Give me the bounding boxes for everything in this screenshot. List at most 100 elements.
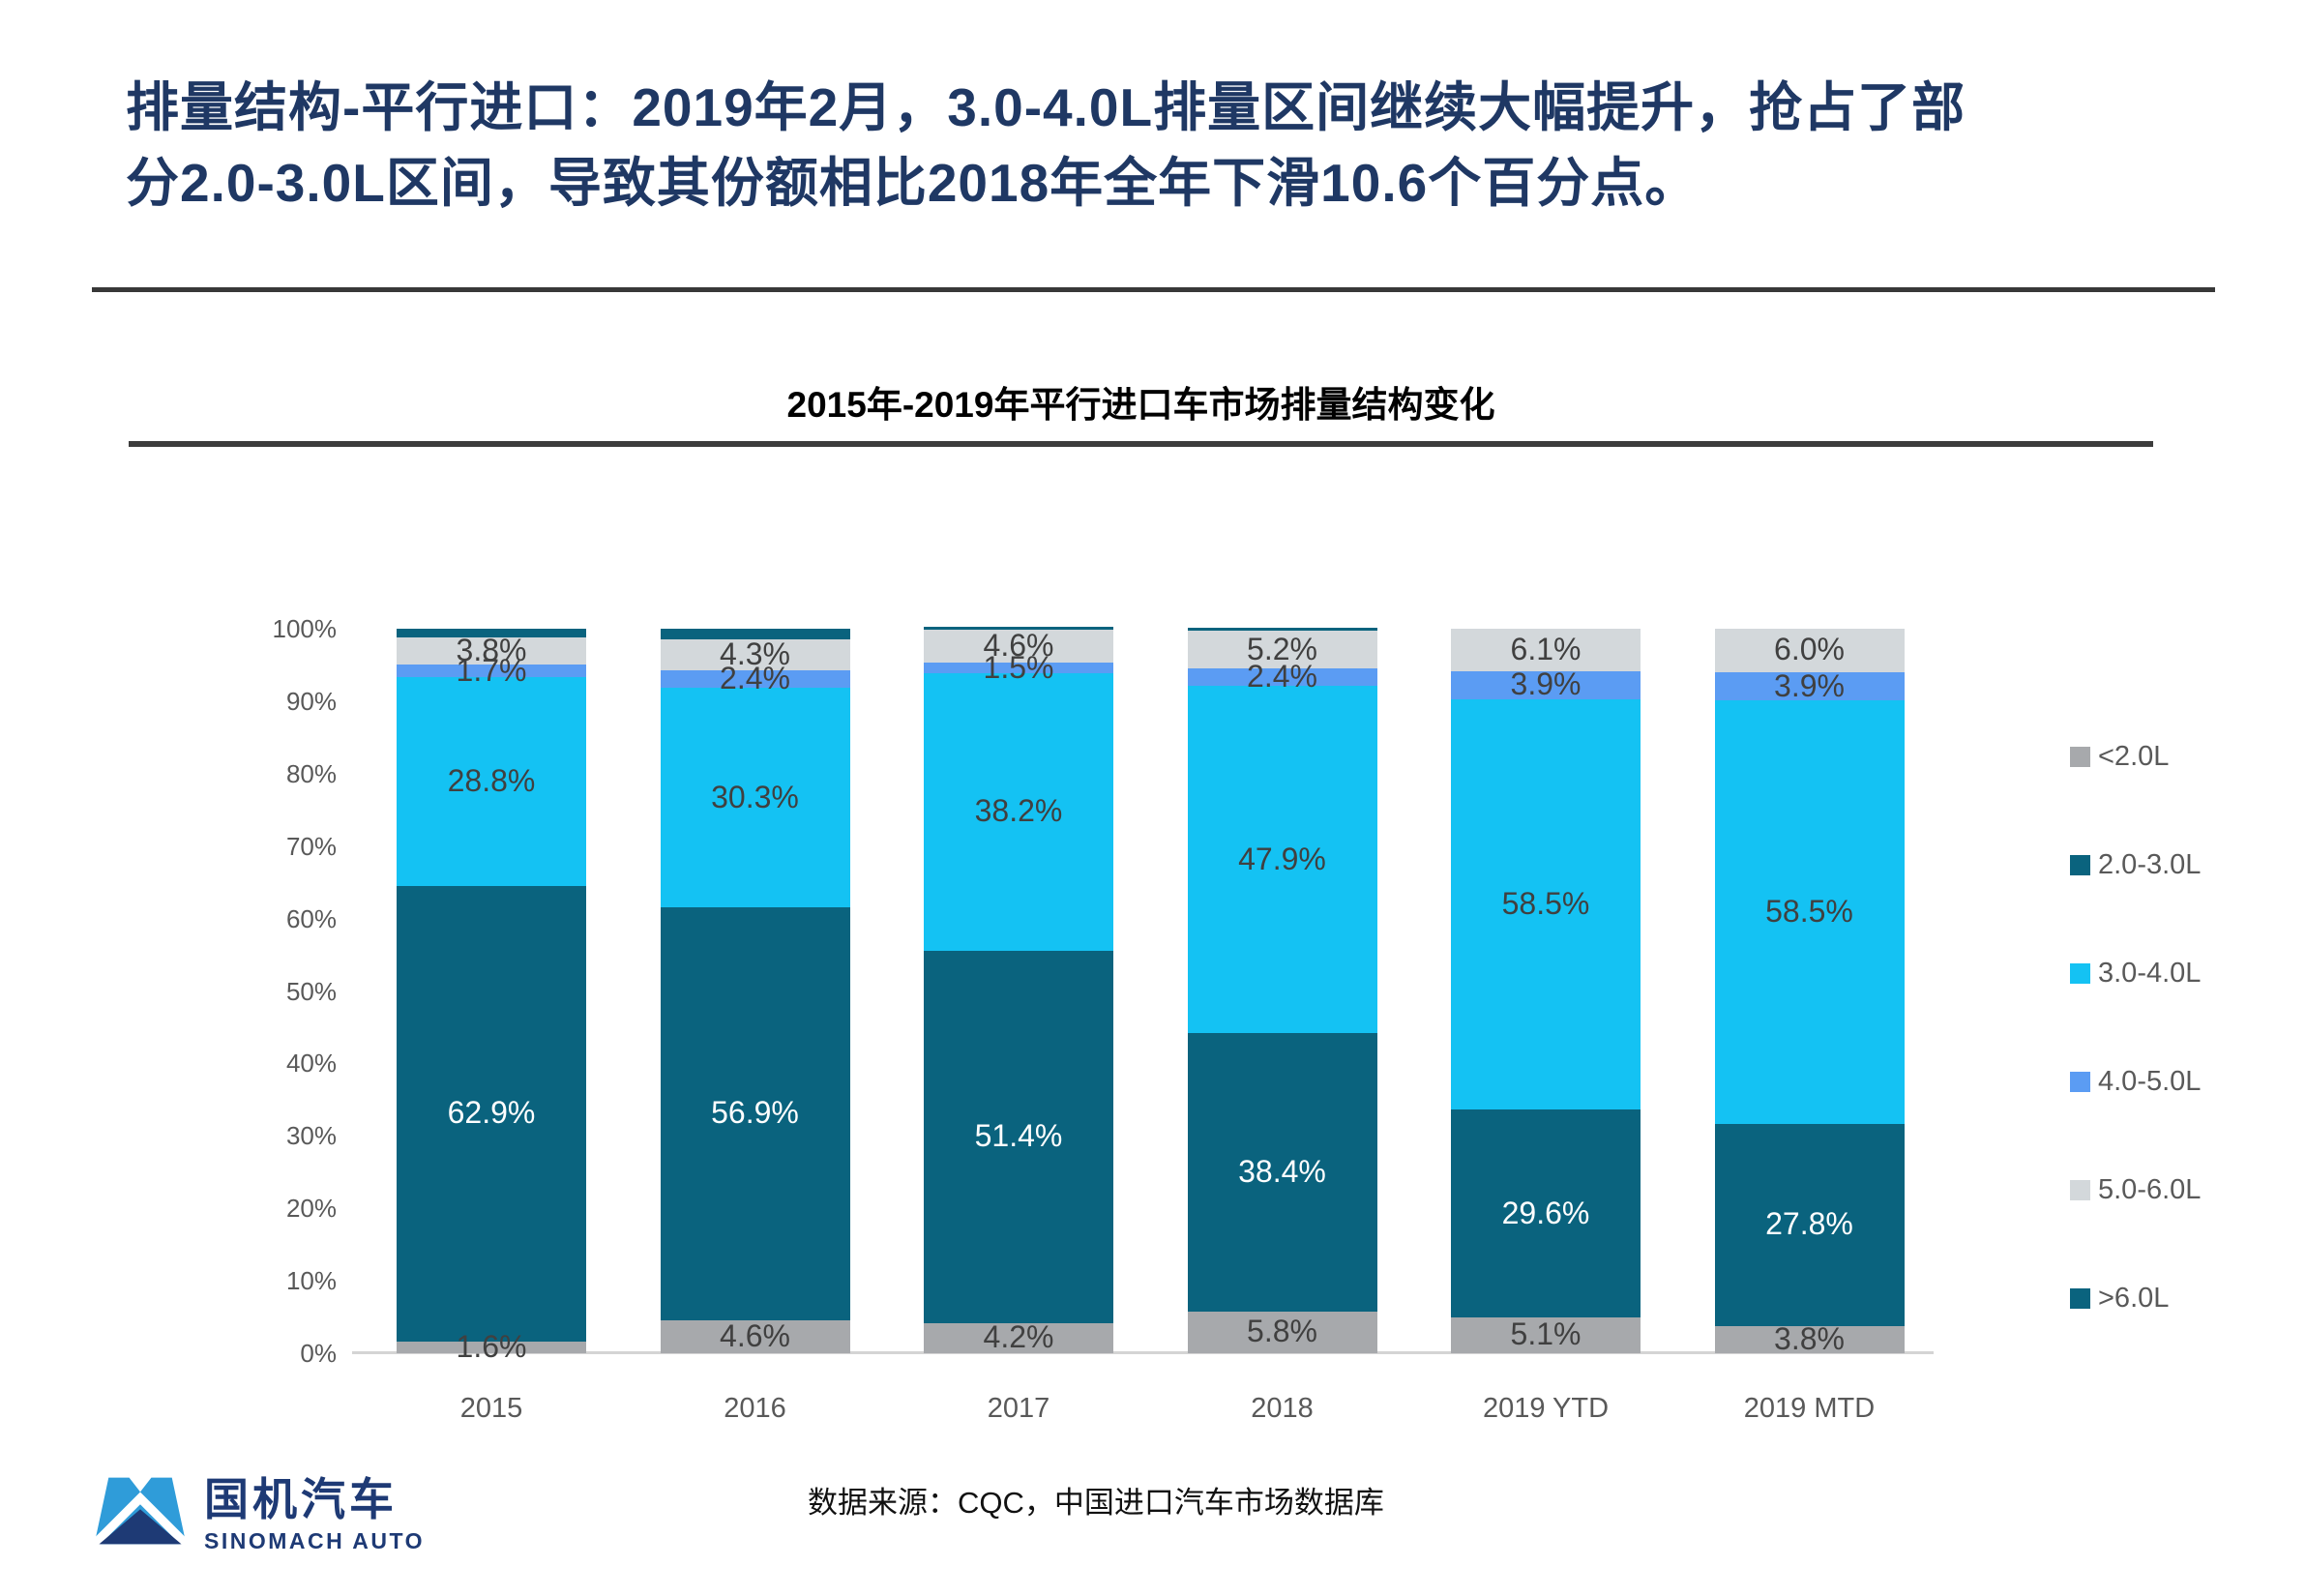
y-axis-tick: 10% (285, 1266, 337, 1296)
page-title: 排量结构-平行进口：2019年2月，3.0-4.0L排量区间继续大幅提升，抢占了… (126, 70, 2254, 221)
legend-swatch (2070, 854, 2090, 875)
x-axis-label: 2018 (1251, 1393, 1314, 1424)
legend-item: 3.0-4.0L (2070, 958, 2201, 989)
logo-text: 国机汽车 SINOMACH AUTO (204, 1476, 425, 1554)
x-axis-label: 2016 (724, 1393, 786, 1424)
logo-name-en: SINOMACH AUTO (204, 1528, 425, 1554)
bar-segment (397, 665, 586, 678)
bar-label: 29.6% (1501, 1195, 1590, 1230)
legend-item: 2.0-3.0L (2070, 849, 2201, 880)
bar-label: 2.4% (720, 661, 790, 696)
y-axis-tick: 50% (285, 976, 337, 1006)
bar-segment (924, 673, 1113, 951)
y-axis-tick: 0% (300, 1339, 337, 1368)
bar-label: 47.9% (1238, 841, 1326, 876)
bar-segment (924, 663, 1113, 674)
bar-segment (1187, 1032, 1377, 1312)
bar-segment (924, 950, 1113, 1323)
bar-segment (660, 907, 850, 1320)
bar-segment (1714, 671, 1905, 701)
legend-label: 3.0-4.0L (2098, 957, 2202, 989)
bar-segment (397, 629, 586, 637)
bar-segment (397, 636, 586, 665)
bar-label: 4.3% (720, 636, 790, 672)
bar-label: 3.8% (1774, 1320, 1845, 1356)
bar-segment (660, 688, 850, 908)
bar-segment (1451, 671, 1641, 699)
legend-swatch (2070, 1071, 2090, 1092)
legend-item: 4.0-5.0L (2070, 1066, 2201, 1097)
bar-label: 2.4% (1247, 659, 1317, 695)
legend-swatch (2070, 962, 2090, 984)
legend-swatch (2070, 1179, 2090, 1200)
bar-segment (397, 677, 586, 886)
chart-title-underline (129, 441, 2153, 447)
bar-label: 1.6% (456, 1329, 527, 1364)
chart-title: 2015年-2019年平行进口车市场排量结构变化 (786, 385, 1495, 425)
legend-label: >6.0L (2098, 1282, 2170, 1314)
y-axis-tick: 100% (272, 614, 338, 643)
bar-label: 5.8% (1247, 1314, 1317, 1349)
legend-label: 2.0-3.0L (2098, 848, 2202, 880)
bar-label: 6.1% (1510, 632, 1582, 667)
bar-label: 3.9% (1510, 666, 1582, 702)
header-divider (92, 287, 2215, 292)
bar-segment (1451, 1316, 1641, 1353)
bar-segment (1187, 628, 1377, 632)
bar-label: 5.1% (1510, 1316, 1582, 1352)
bar-segment (924, 1322, 1113, 1353)
y-axis-tick: 80% (285, 758, 337, 788)
y-axis-tick: 90% (285, 686, 337, 716)
bar-segment (1451, 698, 1641, 1110)
page-title-line1: 排量结构-平行进口：2019年2月，3.0-4.0L排量区间继续大幅提升，抢占了… (126, 77, 1966, 137)
bar-segment (660, 629, 850, 640)
bar-segment (1187, 1311, 1377, 1353)
bar-label: 3.9% (1774, 667, 1845, 703)
x-axis-label: 2019 MTD (1743, 1393, 1876, 1424)
bar-segment (1451, 1109, 1641, 1317)
footer-logo: 国机汽车 SINOMACH AUTO (92, 1476, 425, 1554)
y-axis-tick: 70% (285, 831, 337, 861)
bar-label: 1.5% (983, 649, 1054, 685)
bar-label: 28.8% (447, 763, 536, 799)
bar-segment (660, 1319, 850, 1353)
x-axis-line (352, 1351, 1934, 1354)
y-axis-tick: 40% (285, 1049, 337, 1079)
x-axis-label: 2017 (987, 1393, 1050, 1424)
legend-item: 5.0-6.0L (2070, 1174, 2201, 1205)
bar-label: 4.6% (983, 627, 1054, 663)
x-axis-label: 2019 YTD (1482, 1393, 1610, 1424)
bar-label: 58.5% (1765, 894, 1853, 930)
bar-label: 38.2% (974, 793, 1063, 829)
bar-segment (1714, 1325, 1905, 1353)
legend-item: <2.0L (2070, 741, 2169, 772)
bar-segment (1187, 686, 1377, 1033)
legend-swatch (2070, 1287, 2090, 1309)
legend-swatch (2070, 746, 2090, 767)
bar-label: 56.9% (711, 1095, 799, 1131)
bar-label: 30.3% (711, 779, 799, 814)
bar-label: 51.4% (974, 1118, 1063, 1154)
legend-label: 4.0-5.0L (2098, 1065, 2202, 1097)
bar-segment (1187, 668, 1377, 687)
bar-label: 58.5% (1501, 885, 1590, 921)
bar-segment (660, 670, 850, 689)
legend-item: >6.0L (2070, 1283, 2169, 1314)
bar-segment (1714, 1124, 1905, 1326)
y-axis-tick: 30% (285, 1121, 337, 1151)
bar-label: 6.0% (1774, 632, 1845, 667)
bar-segment (1187, 631, 1377, 669)
bar-label: 4.2% (983, 1319, 1054, 1355)
bar-label: 4.6% (720, 1317, 790, 1353)
bar-segment (1714, 629, 1905, 672)
y-axis-tick: 20% (285, 1194, 337, 1224)
bar-label: 38.4% (1238, 1153, 1326, 1189)
legend-label: <2.0L (2098, 740, 2170, 772)
y-axis-tick: 60% (285, 903, 337, 933)
logo-name-cn: 国机汽车 (204, 1474, 398, 1524)
bar-label: 3.8% (456, 633, 527, 668)
sinomach-logo-icon (92, 1477, 189, 1546)
x-axis-label: 2015 (459, 1393, 523, 1424)
page-title-line2: 分2.0-3.0L区间，导致其份额相比2018年全年下滑10.6个百分点。 (126, 153, 1700, 214)
